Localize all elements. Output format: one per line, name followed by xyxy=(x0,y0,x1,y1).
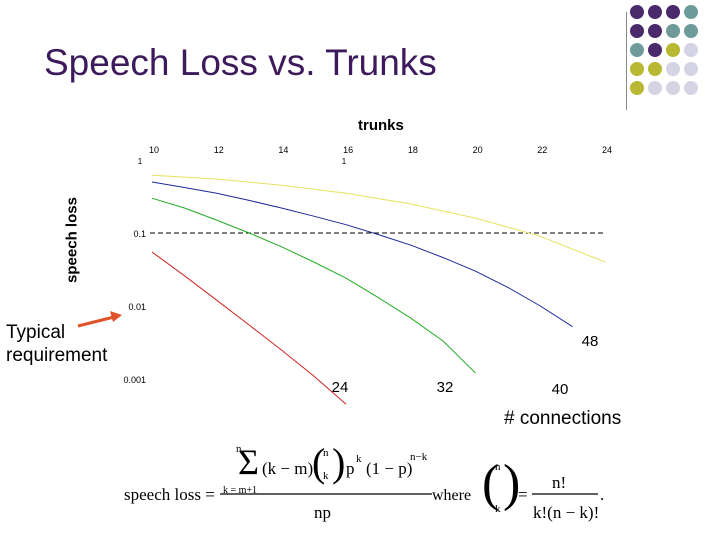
decorative-dot xyxy=(684,81,698,95)
formula-def-binom-bottom: k xyxy=(495,503,501,515)
series-line-24 xyxy=(151,251,347,405)
decorative-dot xyxy=(684,5,698,19)
annotation-arrow-head xyxy=(110,311,122,322)
formula-sum-sign: Σ xyxy=(238,442,259,482)
formula-lhs: speech loss = xyxy=(124,485,215,504)
decorative-dot xyxy=(666,5,680,19)
decorative-dot xyxy=(666,43,680,57)
formula-def-binom-top: n xyxy=(495,461,501,473)
decorative-dot xyxy=(648,5,662,19)
annotation-arrow xyxy=(77,311,122,328)
speech-loss-formula: speech loss = n Σ k = m+1 (k − m) ( n k … xyxy=(124,440,604,522)
title-divider-line xyxy=(626,12,627,110)
decorative-dot xyxy=(684,24,698,38)
x-secondary-tick-label: 1 xyxy=(138,157,143,166)
annotation-typical: Typical xyxy=(6,322,66,343)
formula-binom-right-paren: ) xyxy=(332,440,345,485)
slide-title: Speech Loss vs. Trunks xyxy=(44,42,437,83)
decorative-dot xyxy=(630,81,644,95)
decorative-dot xyxy=(684,43,698,57)
decorative-dot xyxy=(648,62,662,76)
decorative-dot xyxy=(648,43,662,57)
y-axis-label: speech loss xyxy=(63,197,81,283)
formula-period: . xyxy=(600,485,604,504)
x-tick-label: 12 xyxy=(214,145,224,155)
x-axis-label-trunks: trunks xyxy=(358,117,404,134)
formula-def-numerator: n! xyxy=(552,473,566,492)
y-tick-label: 0.1 xyxy=(133,229,146,239)
formula-p-exp: k xyxy=(356,453,362,465)
formula-equals: = xyxy=(518,485,528,504)
formula-binom-bottom: k xyxy=(323,470,329,482)
decorative-dot-grid xyxy=(630,5,698,95)
x-tick-label: 10 xyxy=(149,145,159,155)
annotation-requirement: requirement xyxy=(6,345,108,366)
formula-q-term: (1 − p) xyxy=(366,459,412,478)
formula-denominator: np xyxy=(314,503,331,522)
decorative-dot xyxy=(684,62,698,76)
decorative-dot xyxy=(666,81,680,95)
formula-p-term: p xyxy=(346,459,355,478)
formula-binom-left-paren: ( xyxy=(312,440,325,485)
connections-label: # connections xyxy=(504,408,622,429)
decorative-dot xyxy=(666,62,680,76)
x-tick-label: 16 xyxy=(343,145,353,155)
x-tick-label: 14 xyxy=(278,145,288,155)
formula-def-denominator: k!(n − k)! xyxy=(533,503,599,522)
decorative-dot xyxy=(648,24,662,38)
series-label-48: 48 xyxy=(582,333,599,350)
annotation-arrow-shaft xyxy=(77,315,115,328)
series-label-40: 40 xyxy=(552,381,569,398)
decorative-dot xyxy=(666,24,680,38)
decorative-dot xyxy=(630,24,644,38)
formula-q-exp: n−k xyxy=(410,451,428,463)
decorative-dot xyxy=(630,62,644,76)
formula-binom-top: n xyxy=(323,447,329,459)
series-label-32: 32 xyxy=(437,379,454,396)
decorative-dot xyxy=(630,5,644,19)
formula-sum-bottom: k = m+1 xyxy=(223,485,257,496)
formula-def-left-paren: ( xyxy=(482,455,499,512)
series-line-32 xyxy=(151,197,476,374)
x-tick-label: 22 xyxy=(537,145,547,155)
formula-numerator-a: (k − m) xyxy=(262,459,313,478)
series-line-40 xyxy=(151,181,573,328)
decorative-dot xyxy=(630,43,644,57)
decorative-dot xyxy=(648,81,662,95)
x-tick-label: 24 xyxy=(602,145,612,155)
formula-sum-top: n xyxy=(236,443,242,455)
y-tick-label: 0.01 xyxy=(128,302,146,312)
x-secondary-tick-label: 1 xyxy=(342,157,347,166)
series-label-24: 24 xyxy=(332,379,349,396)
x-tick-label: 18 xyxy=(408,145,418,155)
y-tick-label: 0.001 xyxy=(123,375,146,385)
x-tick-label: 20 xyxy=(473,145,483,155)
series-line-48 xyxy=(151,174,606,263)
formula-where: where xyxy=(432,487,471,504)
formula-def-right-paren: ) xyxy=(503,455,520,512)
